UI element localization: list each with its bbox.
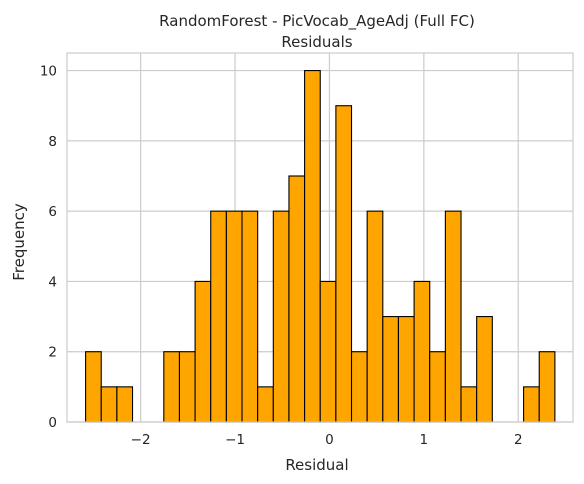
x-tick-label: 0 [325, 432, 334, 448]
histogram-bar [460, 386, 478, 423]
x-axis-ticks: −2 −1 0 1 2 [131, 432, 523, 448]
histogram-bar [116, 386, 134, 423]
y-tick-label: 0 [48, 415, 57, 431]
histogram-bar [397, 316, 415, 423]
histogram-bar [257, 386, 274, 423]
x-tick-label: 2 [514, 432, 523, 448]
histogram-bar [319, 280, 337, 423]
y-tick-label: 6 [48, 204, 57, 220]
histogram-bar [538, 351, 556, 423]
plot-frame [66, 52, 574, 423]
y-tick-label: 10 [40, 64, 57, 80]
y-axis-label: Frequency [10, 203, 28, 281]
histogram-bar [476, 316, 493, 423]
histogram-bars [85, 70, 556, 423]
y-tick-label: 2 [48, 345, 57, 361]
histogram-bar [225, 210, 243, 423]
histogram-bar [366, 210, 384, 423]
y-axis-ticks: 0 2 4 6 8 10 [40, 64, 57, 431]
histogram-bar [210, 210, 227, 423]
histogram-bar [85, 351, 102, 423]
histogram-bar [444, 210, 462, 423]
histogram-bar [523, 386, 540, 423]
chart-title: RandomForest - PicVocab_AgeAdj (Full FC) [159, 12, 475, 31]
histogram-bar [288, 175, 306, 423]
histogram-bar [335, 105, 353, 423]
histogram-bar [304, 70, 321, 423]
histogram-bar [178, 351, 196, 423]
x-tick-label: −2 [131, 432, 151, 448]
x-axis-label: Residual [285, 456, 348, 474]
x-tick-label: 1 [420, 432, 429, 448]
histogram-bar [429, 351, 446, 423]
histogram-bar [272, 210, 290, 423]
histogram-bar [413, 280, 431, 423]
chart-subtitle: Residuals [281, 33, 352, 51]
histogram-bar [382, 316, 399, 423]
y-tick-label: 4 [48, 274, 57, 290]
histogram-bar [194, 280, 212, 423]
histogram-bar [100, 386, 118, 423]
y-tick-label: 8 [48, 134, 57, 150]
histogram-bar [350, 351, 368, 423]
histogram-bar [241, 210, 259, 423]
x-tick-label: −1 [225, 432, 245, 448]
histogram-bar [163, 351, 181, 423]
